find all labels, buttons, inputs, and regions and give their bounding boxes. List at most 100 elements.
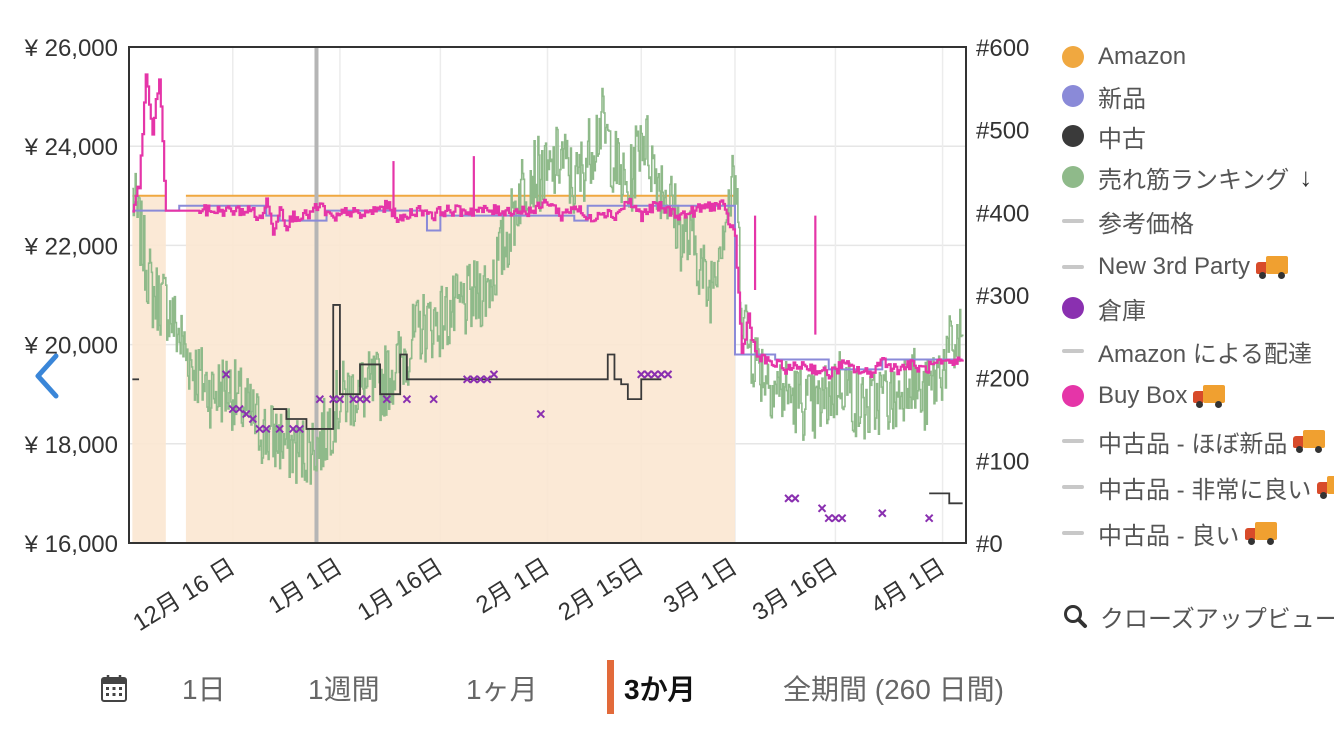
warehouse-point-stroke bbox=[248, 414, 258, 424]
closeup-view-link[interactable]: クローズアップビュー bbox=[1062, 600, 1334, 633]
x-tick-label: 2月 1日 bbox=[471, 553, 554, 619]
legend-label: 中古品 - 非常に良い bbox=[1098, 476, 1312, 504]
legend-item[interactable]: 中古 bbox=[1062, 121, 1146, 153]
warehouse-point-stroke bbox=[235, 404, 244, 414]
warehouse-point bbox=[476, 375, 485, 384]
calendar-icon[interactable] bbox=[101, 674, 127, 702]
warehouse-point-stroke bbox=[335, 394, 345, 404]
warehouse-point-stroke bbox=[483, 375, 492, 384]
warehouse-point-stroke bbox=[275, 424, 284, 434]
range-option-1month[interactable]: 1ヶ月 bbox=[466, 674, 538, 705]
legend-item[interactable]: 新品 bbox=[1062, 81, 1146, 113]
warehouse-point-stroke bbox=[382, 394, 392, 404]
warehouse-point bbox=[462, 375, 472, 384]
warehouse-point bbox=[837, 513, 847, 523]
legend-item[interactable]: Amazon による配達 bbox=[1062, 336, 1312, 368]
x-tick-label: 1月 1日 bbox=[264, 553, 347, 619]
y-left-tick-label: ¥ 20,000 bbox=[24, 333, 118, 360]
warehouse-point-stroke bbox=[228, 404, 237, 414]
warehouse-point-stroke bbox=[637, 370, 646, 379]
legend-dot-icon bbox=[1062, 166, 1084, 188]
legend-item[interactable]: 倉庫 bbox=[1062, 293, 1146, 325]
legend-label: 中古品 - ほぼ新品 bbox=[1098, 430, 1288, 458]
warehouse-point-stroke bbox=[349, 394, 358, 404]
warehouse-point-stroke bbox=[315, 394, 325, 404]
legend-item[interactable]: Amazon bbox=[1062, 42, 1186, 72]
legend-item[interactable]: 中古品 - 良い bbox=[1062, 518, 1279, 550]
warehouse-point bbox=[355, 394, 365, 404]
warehouse-point bbox=[878, 509, 887, 518]
y-right-tick-label: #500 bbox=[976, 118, 1029, 145]
warehouse-point-stroke bbox=[221, 370, 231, 379]
warehouse-point bbox=[791, 494, 800, 503]
warehouse-point-stroke bbox=[355, 394, 365, 404]
range-selector: 1日 1週間 1ヶ月 3か月 全期間 (260 日間) bbox=[0, 650, 1334, 722]
warehouse-point bbox=[335, 394, 345, 404]
legend-line-icon bbox=[1062, 219, 1084, 223]
legend-item[interactable]: New 3rd Party bbox=[1062, 252, 1290, 282]
warehouse-point bbox=[295, 424, 304, 434]
y-right-tick-label: #400 bbox=[976, 200, 1029, 227]
used-price-line bbox=[272, 304, 662, 430]
legend-item[interactable]: 売れ筋ランキング ↓ bbox=[1062, 161, 1313, 194]
amazon-fill bbox=[132, 195, 166, 544]
warehouse-point-stroke bbox=[462, 375, 472, 384]
legend-label: Buy Box bbox=[1098, 382, 1188, 409]
legend-item[interactable]: Buy Box bbox=[1062, 381, 1227, 411]
legend-label: 倉庫 bbox=[1098, 297, 1146, 325]
down-arrow-icon: ↓ bbox=[1299, 161, 1313, 192]
warehouse-point-stroke bbox=[817, 504, 827, 513]
warehouse-point-stroke bbox=[643, 370, 653, 379]
warehouse-point-stroke bbox=[831, 513, 840, 523]
active-range-marker bbox=[607, 660, 614, 714]
x-tick-label: 3月 1日 bbox=[659, 553, 742, 619]
range-option-all[interactable]: 全期間 (260 日間) bbox=[783, 674, 1004, 705]
range-option-1week[interactable]: 1週間 bbox=[308, 674, 380, 705]
buy-box-line bbox=[132, 73, 964, 380]
warehouse-point bbox=[536, 409, 546, 419]
warehouse-point bbox=[349, 394, 358, 404]
range-option-1day[interactable]: 1日 bbox=[182, 674, 226, 705]
chevron-left-icon[interactable] bbox=[30, 352, 64, 400]
warehouse-point bbox=[650, 370, 659, 379]
warehouse-point bbox=[483, 375, 492, 384]
sales-rank-line bbox=[132, 87, 964, 485]
legend-item[interactable]: 参考価格 bbox=[1062, 206, 1194, 238]
warehouse-point bbox=[824, 513, 833, 523]
legend-dot-icon bbox=[1062, 125, 1084, 147]
warehouse-point-stroke bbox=[262, 424, 271, 434]
amazon-fill-area bbox=[132, 195, 735, 544]
warehouse-point bbox=[221, 370, 231, 379]
legend-label: Amazon による配達 bbox=[1098, 340, 1312, 368]
warehouse-point-stroke bbox=[288, 424, 298, 434]
warehouse-point bbox=[241, 409, 251, 419]
warehouse-point-stroke bbox=[536, 409, 546, 419]
x-tick-label: 2月 15日 bbox=[554, 553, 649, 626]
warehouse-point-stroke bbox=[650, 370, 659, 379]
legend-line-icon bbox=[1062, 349, 1084, 353]
y-right-tick-label: #200 bbox=[976, 366, 1029, 393]
legend-label: Amazon bbox=[1098, 43, 1187, 70]
legend-item[interactable]: 中古品 - 非常に良い bbox=[1062, 472, 1334, 504]
warehouse-point bbox=[924, 513, 934, 523]
range-option-3months[interactable]: 3か月 bbox=[624, 674, 696, 705]
warehouse-point-stroke bbox=[657, 370, 666, 379]
warehouse-point bbox=[637, 370, 646, 379]
x-tick-label: 1月 16日 bbox=[353, 553, 448, 626]
legend-label: 参考価格 bbox=[1098, 210, 1194, 238]
warehouse-point bbox=[657, 370, 666, 379]
x-tick-label: 12月 16 日 bbox=[128, 553, 240, 637]
legend-label: 中古 bbox=[1098, 125, 1146, 153]
warehouse-point-stroke bbox=[663, 370, 673, 379]
warehouse-point bbox=[831, 513, 840, 523]
legend-item[interactable]: 中古品 - ほぼ新品 bbox=[1062, 426, 1327, 458]
y-left-tick-label: ¥ 26,000 bbox=[24, 35, 118, 62]
warehouse-point bbox=[329, 394, 338, 404]
price-history-chart[interactable]: ¥ 26,000 ¥ 24,000 ¥ 22,000 ¥ 20,000 ¥ 18,000… bbox=[0, 0, 1334, 640]
x-tick-label: 3月 16日 bbox=[748, 553, 843, 626]
warehouse-point bbox=[275, 424, 284, 434]
legend-line-icon bbox=[1062, 439, 1084, 443]
warehouse-point bbox=[255, 424, 264, 434]
y-left-tick-label: ¥ 24,000 bbox=[24, 134, 118, 161]
legend-dot-icon bbox=[1062, 297, 1084, 319]
